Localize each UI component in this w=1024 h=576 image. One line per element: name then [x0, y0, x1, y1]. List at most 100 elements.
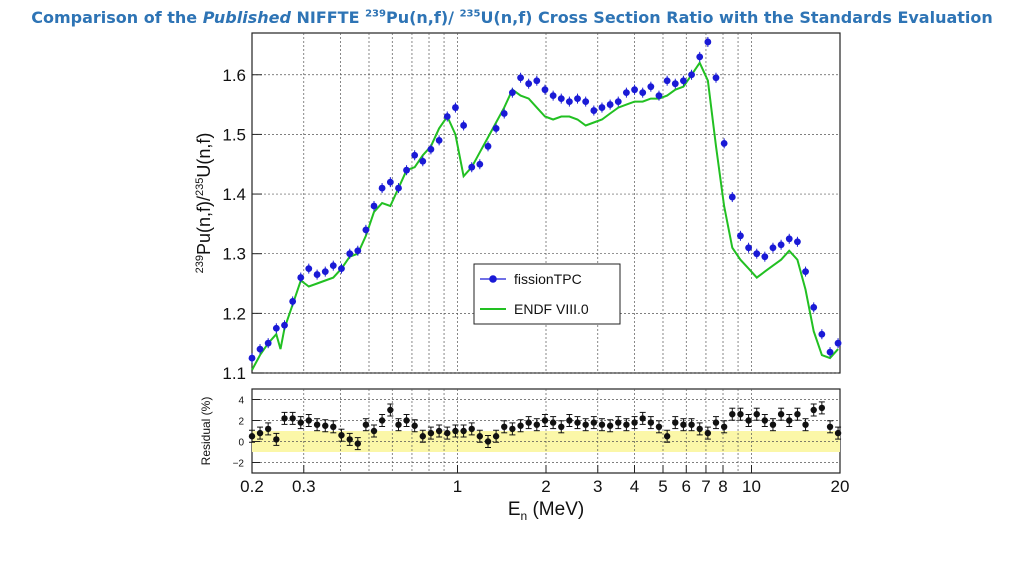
fissiontpc-point: [435, 136, 443, 144]
residual-point: [631, 419, 638, 426]
fissiontpc-point: [403, 166, 410, 174]
fissiontpc-point: [517, 74, 524, 82]
residual-point: [419, 433, 426, 440]
residual-point: [476, 433, 484, 440]
fissiontpc-point: [582, 98, 590, 105]
fissiontpc-point: [500, 110, 508, 117]
x-tick-label: 0.3: [292, 477, 316, 496]
residual-point: [533, 421, 541, 428]
fissiontpc-point: [329, 262, 337, 270]
main-y-tick-label: 1.4: [222, 185, 246, 204]
residual-point: [802, 421, 809, 428]
fissiontpc-point: [395, 184, 402, 192]
residual-point: [330, 423, 337, 430]
residual-point: [338, 432, 345, 439]
residual-point: [509, 425, 516, 433]
fissiontpc-point: [541, 86, 549, 94]
fissiontpc-point: [737, 232, 744, 240]
fissiontpc-point: [606, 101, 614, 108]
fissiontpc-point: [297, 274, 305, 281]
fissiontpc-point: [614, 98, 622, 105]
main-y-ticks: 1.1 1.2 1.3 1.4 1.5 1.6: [222, 66, 262, 383]
fissiontpc-point: [622, 89, 630, 97]
legend-fissiontpc-label: fissionTPC: [514, 271, 582, 287]
fissiontpc-point: [761, 253, 769, 261]
fissiontpc-point: [802, 268, 809, 275]
x-axis-ticks: 0.2 0.3 1 2 3 4 5 6 7 8 10 20: [240, 465, 849, 496]
fissiontpc-point: [834, 339, 842, 347]
residual-point: [704, 429, 712, 437]
residual-point: [615, 419, 622, 426]
main-grid: [252, 33, 840, 374]
fissiontpc-point: [313, 271, 321, 278]
residual-point: [541, 417, 549, 424]
fissiontpc-point: [321, 268, 329, 275]
residual-point: [517, 422, 524, 429]
fissiontpc-point: [574, 95, 581, 103]
residual-point: [322, 422, 329, 429]
residual-point: [273, 436, 280, 443]
fissiontpc-point: [525, 80, 533, 88]
residual-y-tick-label: 0: [238, 438, 244, 449]
x-tick-label: 0.2: [240, 477, 264, 496]
residual-point: [745, 417, 752, 424]
residual-point: [281, 415, 288, 422]
fissiontpc-point: [785, 235, 793, 243]
main-y-tick-label: 1.3: [222, 245, 246, 264]
fissiontpc-point: [427, 145, 435, 153]
residual-series: [248, 401, 842, 451]
residual-point: [549, 419, 557, 426]
fissiontpc-series: [248, 36, 842, 364]
fissiontpc-point: [728, 193, 736, 201]
x-tick-label: 4: [630, 477, 639, 496]
residual-point: [362, 421, 370, 428]
residual-point: [248, 433, 256, 440]
residual-point: [663, 433, 671, 440]
fissiontpc-point: [549, 92, 557, 100]
residual-point: [598, 421, 606, 428]
residual-point: [387, 406, 394, 414]
residual-y-axis-title: Residual (%): [199, 397, 213, 466]
residual-point: [460, 427, 467, 435]
fissiontpc-point: [248, 354, 256, 362]
fissiontpc-point: [712, 74, 720, 82]
fissiontpc-point: [663, 77, 671, 85]
residual-point: [403, 417, 410, 424]
residual-point: [737, 411, 744, 418]
fissiontpc-point: [256, 345, 264, 353]
residual-point: [810, 406, 817, 414]
fissiontpc-point: [777, 241, 785, 249]
fissiontpc-point: [818, 330, 826, 338]
residual-point: [501, 423, 508, 430]
residual-point: [688, 421, 695, 428]
residual-point: [370, 427, 378, 435]
x-axis-title: En (MeV): [508, 499, 584, 523]
fissiontpc-point: [671, 80, 679, 88]
residual-point: [484, 438, 492, 445]
fissiontpc-point: [305, 265, 313, 273]
fissiontpc-point: [631, 86, 638, 94]
fissiontpc-point: [452, 104, 459, 111]
residual-point: [696, 425, 703, 433]
residual-point: [305, 417, 312, 424]
residual-point: [525, 419, 532, 426]
legend: fissionTPC ENDF VIII.0: [473, 263, 621, 325]
residual-point: [786, 417, 793, 424]
residual-point: [411, 422, 418, 429]
fissiontpc-point: [386, 178, 394, 186]
residual-point: [606, 422, 614, 429]
residual-point: [777, 411, 785, 418]
residual-point: [346, 436, 353, 443]
residual-point: [582, 421, 589, 428]
fissiontpc-point: [468, 163, 476, 171]
fissiontpc-point: [484, 142, 492, 150]
fissiontpc-point: [281, 321, 288, 329]
residual-point: [761, 417, 769, 424]
fissiontpc-point: [688, 71, 695, 79]
main-y-tick-label: 1.6: [222, 66, 246, 85]
residual-point: [378, 417, 386, 424]
fissiontpc-point: [346, 250, 354, 258]
fissiontpc-point: [419, 157, 427, 165]
residual-point: [647, 419, 655, 426]
